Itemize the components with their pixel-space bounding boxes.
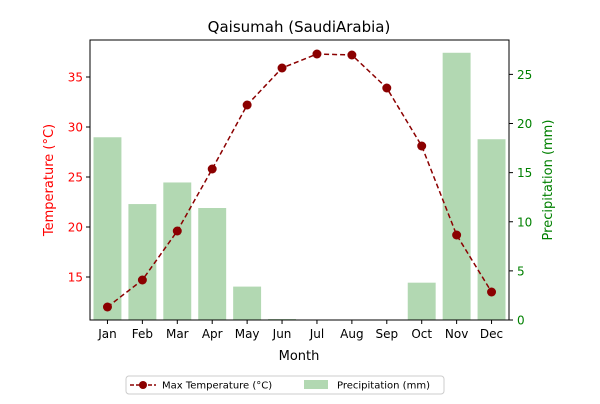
- x-tick-label: Apr: [202, 327, 223, 341]
- y-right-axis-label: Precipitation (mm): [541, 120, 556, 241]
- temperature-point-aug: [347, 50, 357, 60]
- precipitation-bar-jan: [93, 137, 122, 320]
- temperature-point-dec: [487, 287, 497, 297]
- chart-title: Qaisumah (SaudiArabia): [208, 18, 391, 36]
- x-axis: Jan Feb Mar Apr May Jun Jul Aug Sep Oct Nov Dec: [97, 320, 503, 341]
- legend-bar-swatch: [304, 380, 328, 389]
- y-right-tick-label: 20: [517, 117, 532, 131]
- y-right-axis: 0 5 10 15 20 25: [509, 68, 532, 328]
- y-left-tick-label: 20: [68, 221, 83, 235]
- y-right-tick-label: 25: [517, 68, 532, 82]
- temperature-point-nov: [452, 230, 462, 240]
- x-tick-label: Jul: [309, 327, 324, 341]
- x-tick-label: Dec: [480, 327, 503, 341]
- y-right-tick-label: 10: [517, 215, 532, 229]
- legend: Max Temperature (°C) Precipitation (mm): [125, 375, 445, 395]
- x-tick-label: Aug: [340, 327, 363, 341]
- x-tick-label: Jan: [97, 327, 117, 341]
- legend-marker-swatch: [139, 381, 147, 389]
- temperature-point-apr: [207, 164, 217, 174]
- y-right-tick-label: 0: [517, 314, 525, 328]
- plot-frame: [89, 39, 510, 321]
- temperature-point-mar: [172, 226, 182, 236]
- precipitation-bar-oct: [407, 282, 436, 320]
- y-left-tick-label: 30: [68, 121, 83, 135]
- x-tick-label: Oct: [411, 327, 432, 341]
- x-tick-label: Jun: [272, 327, 292, 341]
- temperature-point-sep: [382, 83, 392, 93]
- precipitation-bar-apr: [198, 208, 227, 320]
- temperature-point-may: [242, 100, 252, 110]
- legend-box: [125, 375, 445, 395]
- y-right-tick-label: 15: [517, 166, 532, 180]
- x-tick-label: Sep: [375, 327, 398, 341]
- y-left-tick-label: 15: [68, 271, 83, 285]
- y-left-axis: 15 20 25 30 35: [68, 71, 90, 285]
- x-tick-label: Mar: [166, 327, 189, 341]
- y-left-tick-label: 25: [68, 171, 83, 185]
- legend-label-temperature: Max Temperature (°C): [162, 381, 272, 392]
- bars-layer: [93, 52, 506, 321]
- x-axis-label: Month: [279, 349, 320, 364]
- y-left-axis-label: Temperature (°C): [42, 124, 57, 237]
- x-tick-label: May: [235, 327, 260, 341]
- x-tick-label: Feb: [132, 327, 153, 341]
- x-tick-label: Nov: [445, 327, 468, 341]
- precipitation-bar-may: [233, 286, 262, 320]
- temperature-point-jun: [277, 63, 287, 73]
- precipitation-bar-feb: [128, 204, 157, 320]
- precipitation-bar-nov: [442, 52, 471, 321]
- y-right-tick-label: 5: [517, 264, 525, 278]
- legend-label-precipitation: Precipitation (mm): [337, 381, 430, 392]
- temperature-point-feb: [137, 275, 147, 285]
- temperature-point-oct: [417, 141, 427, 151]
- y-left-tick-label: 35: [68, 71, 83, 85]
- temperature-point-jul: [312, 49, 322, 59]
- temperature-point-jan: [102, 302, 112, 312]
- line-layer: [102, 49, 497, 312]
- precipitation-bar-mar: [163, 182, 192, 320]
